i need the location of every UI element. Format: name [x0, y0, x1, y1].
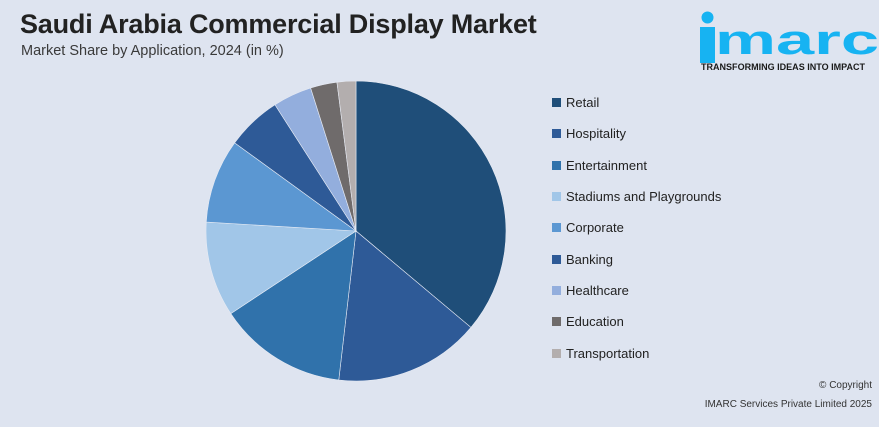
svg-text:marc: marc — [715, 16, 879, 63]
svg-text:TRANSFORMING IDEAS INTO IMPACT: TRANSFORMING IDEAS INTO IMPACT — [701, 62, 865, 72]
